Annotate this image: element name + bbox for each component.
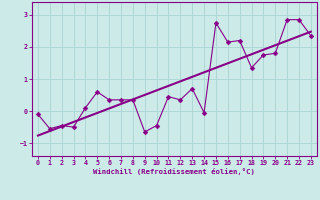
X-axis label: Windchill (Refroidissement éolien,°C): Windchill (Refroidissement éolien,°C)	[93, 168, 255, 175]
